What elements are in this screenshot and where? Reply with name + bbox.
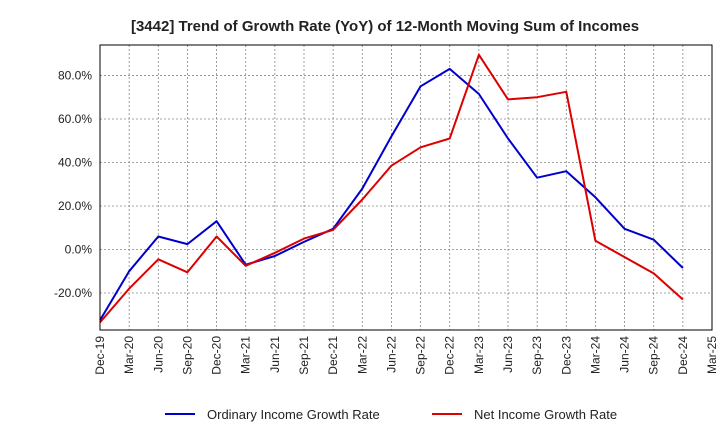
x-tick-label: Sep-21 — [297, 336, 311, 375]
y-tick-label: 80.0% — [58, 68, 92, 82]
x-tick-label: Jun-23 — [501, 336, 515, 373]
y-tick-label: 20.0% — [58, 199, 92, 213]
plot-frame — [99, 44, 713, 331]
series-line-2 — [99, 53, 684, 324]
x-tick-label: Jun-20 — [151, 336, 165, 373]
y-axis: 80.0% 60.0% 40.0% 20.0% 0.0% -20.0% — [54, 68, 92, 300]
x-tick-label: Dec-24 — [676, 336, 690, 375]
grid — [99, 45, 713, 330]
y-tick-label: -20.0% — [54, 286, 92, 300]
x-tick-label: Mar-20 — [122, 336, 136, 374]
y-tick-label: 40.0% — [58, 155, 92, 169]
x-tick-label: Sep-24 — [647, 336, 661, 375]
x-tick-label: Mar-24 — [588, 336, 602, 374]
x-tick-label: Jun-21 — [268, 336, 282, 373]
x-axis: Dec-19 Mar-20 Jun-20 Sep-20 Dec-20 Mar-21 Jun-… — [93, 336, 719, 375]
legend: Ordinary Income Growth Rate Net Income Gr… — [165, 407, 617, 422]
x-tick-label: Mar-25 — [705, 336, 719, 374]
legend-label-1: Ordinary Income Growth Rate — [207, 407, 380, 422]
x-tick-label: Dec-22 — [443, 336, 457, 375]
series-layer — [99, 53, 684, 324]
x-tick-label: Mar-23 — [472, 336, 486, 374]
x-tick-label: Sep-20 — [180, 336, 194, 375]
chart-title: [3442] Trend of Growth Rate (YoY) of 12-… — [131, 18, 639, 35]
x-tick-label: Mar-21 — [239, 336, 253, 374]
x-tick-label: Dec-23 — [559, 336, 573, 375]
x-tick-label: Dec-20 — [210, 336, 224, 375]
y-tick-label: 0.0% — [65, 243, 93, 257]
x-tick-label: Jun-24 — [618, 336, 632, 373]
y-tick-label: 60.0% — [58, 112, 92, 126]
x-tick-label: Sep-22 — [414, 336, 428, 375]
x-tick-label: Jun-22 — [384, 336, 398, 373]
x-tick-label: Dec-21 — [326, 336, 340, 375]
x-tick-label: Dec-19 — [93, 336, 107, 375]
legend-label-2: Net Income Growth Rate — [474, 407, 617, 422]
x-tick-label: Sep-23 — [530, 336, 544, 375]
x-tick-label: Mar-22 — [355, 336, 369, 374]
